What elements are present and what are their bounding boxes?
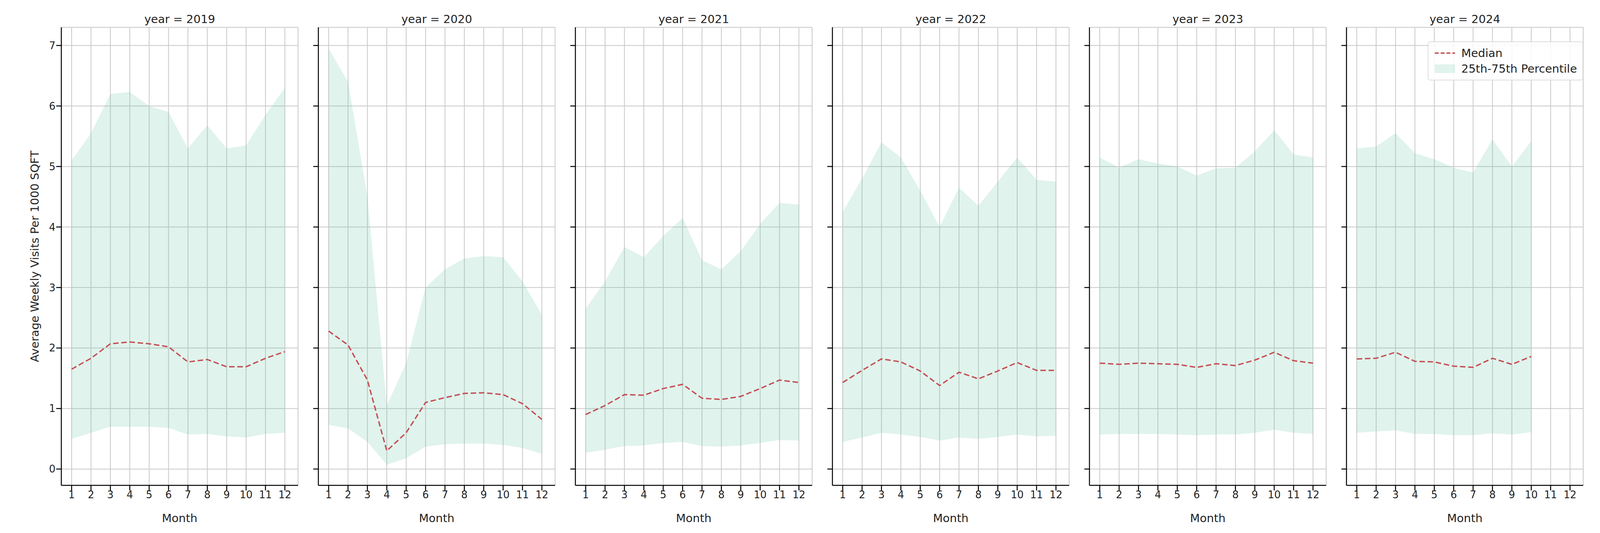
svg-text:Month: Month: [933, 511, 969, 525]
svg-text:10: 10: [1524, 489, 1538, 501]
svg-text:5: 5: [48, 160, 56, 173]
html-text:year = 2021: year = 2021: [658, 12, 730, 26]
svg-text:11: 11: [1544, 489, 1558, 501]
html-text:year = 2019: year = 2019: [144, 12, 216, 26]
svg-text:6: 6: [1193, 489, 1200, 501]
svg-text:2: 2: [601, 489, 609, 501]
svg-text:7: 7: [698, 489, 706, 501]
svg-text:10: 10: [239, 489, 253, 501]
html-text:year = 2020: year = 2020: [401, 12, 473, 26]
svg-text:8: 8: [975, 489, 982, 501]
html-text:year = 2023: year = 2023: [1172, 12, 1244, 26]
svg-text:Month: Month: [1447, 511, 1483, 525]
svg-text:4: 4: [1411, 489, 1419, 501]
svg-text:2: 2: [87, 489, 95, 501]
svg-text:5: 5: [660, 489, 667, 501]
svg-text:7: 7: [184, 489, 192, 501]
svg-text:1: 1: [1096, 489, 1104, 501]
html-text:year = 2024: year = 2024: [1429, 12, 1501, 26]
svg-text:4: 4: [48, 221, 56, 234]
svg-text:6: 6: [165, 489, 172, 501]
svg-text:10: 10: [1267, 489, 1281, 501]
svg-text:1: 1: [839, 489, 847, 501]
html-text:year = 2022: year = 2022: [915, 12, 987, 26]
svg-text:5: 5: [1174, 489, 1181, 501]
svg-text:8: 8: [1232, 489, 1239, 501]
svg-text:12: 12: [1049, 489, 1063, 501]
svg-text:Month: Month: [162, 511, 198, 525]
svg-text:4: 4: [897, 489, 905, 501]
html-text:Median: Median: [1461, 46, 1503, 60]
svg-text:9: 9: [1508, 489, 1516, 501]
svg-text:9: 9: [1251, 489, 1259, 501]
svg-text:6: 6: [679, 489, 686, 501]
svg-text:1: 1: [582, 489, 590, 501]
svg-text:8: 8: [460, 489, 468, 501]
svg-text:2: 2: [1373, 489, 1380, 501]
svg-text:12: 12: [535, 489, 549, 501]
svg-text:7: 7: [1469, 489, 1477, 501]
svg-text:7: 7: [48, 39, 56, 52]
svg-text:1: 1: [325, 489, 333, 501]
svg-text:5: 5: [1431, 489, 1438, 501]
svg-text:3: 3: [48, 282, 56, 294]
svg-text:3: 3: [1392, 489, 1399, 501]
svg-text:1: 1: [1353, 489, 1361, 501]
svg-text:4: 4: [640, 489, 648, 501]
svg-text:4: 4: [126, 489, 134, 501]
svg-text:11: 11: [258, 489, 272, 501]
svg-text:8: 8: [1489, 489, 1496, 501]
svg-text:11: 11: [1287, 489, 1300, 501]
svg-text:5: 5: [146, 489, 153, 501]
svg-text:1: 1: [48, 402, 56, 415]
svg-text:7: 7: [955, 489, 963, 501]
svg-text:2: 2: [858, 489, 866, 501]
svg-text:5: 5: [917, 489, 924, 501]
svg-text:3: 3: [878, 489, 885, 501]
svg-text:3: 3: [1135, 489, 1142, 501]
svg-text:6: 6: [422, 489, 429, 501]
svg-text:3: 3: [621, 489, 628, 501]
svg-text:11: 11: [1030, 489, 1043, 501]
svg-text:Month: Month: [1190, 511, 1226, 525]
svg-text:8: 8: [717, 489, 725, 501]
svg-text:3: 3: [364, 489, 371, 501]
svg-text:9: 9: [223, 489, 231, 501]
svg-text:0: 0: [48, 463, 56, 475]
svg-text:12: 12: [792, 489, 806, 501]
svg-text:7: 7: [1212, 489, 1220, 501]
html-text:25th-75th Percentile: 25th-75th Percentile: [1461, 62, 1577, 76]
svg-text:3: 3: [107, 489, 114, 501]
svg-text:11: 11: [516, 489, 529, 501]
svg-text:11: 11: [773, 489, 786, 501]
svg-text:10: 10: [1010, 489, 1024, 501]
svg-text:1: 1: [68, 489, 75, 501]
svg-text:9: 9: [737, 489, 745, 501]
svg-text:4: 4: [383, 489, 391, 501]
svg-text:10: 10: [753, 489, 767, 501]
svg-text:2: 2: [344, 489, 352, 501]
svg-text:6: 6: [1450, 489, 1458, 501]
svg-text:6: 6: [936, 489, 943, 501]
svg-text:Average Weekly Visits Per 1000: Average Weekly Visits Per 1000 SQFT: [28, 150, 42, 363]
svg-text:12: 12: [1563, 489, 1577, 501]
svg-text:8: 8: [203, 489, 211, 501]
svg-text:5: 5: [403, 489, 410, 501]
svg-text:9: 9: [480, 489, 488, 501]
svg-text:2: 2: [1116, 489, 1123, 501]
svg-text:10: 10: [496, 489, 510, 501]
svg-text:6: 6: [48, 100, 56, 113]
svg-text:9: 9: [994, 489, 1002, 501]
svg-text:4: 4: [1154, 489, 1162, 501]
svg-text:Month: Month: [676, 511, 712, 525]
svg-text:Month: Month: [419, 511, 455, 525]
svg-text:12: 12: [1306, 489, 1320, 501]
svg-text:7: 7: [441, 489, 449, 501]
svg-text:2: 2: [48, 342, 56, 354]
svg-text:12: 12: [278, 489, 292, 501]
